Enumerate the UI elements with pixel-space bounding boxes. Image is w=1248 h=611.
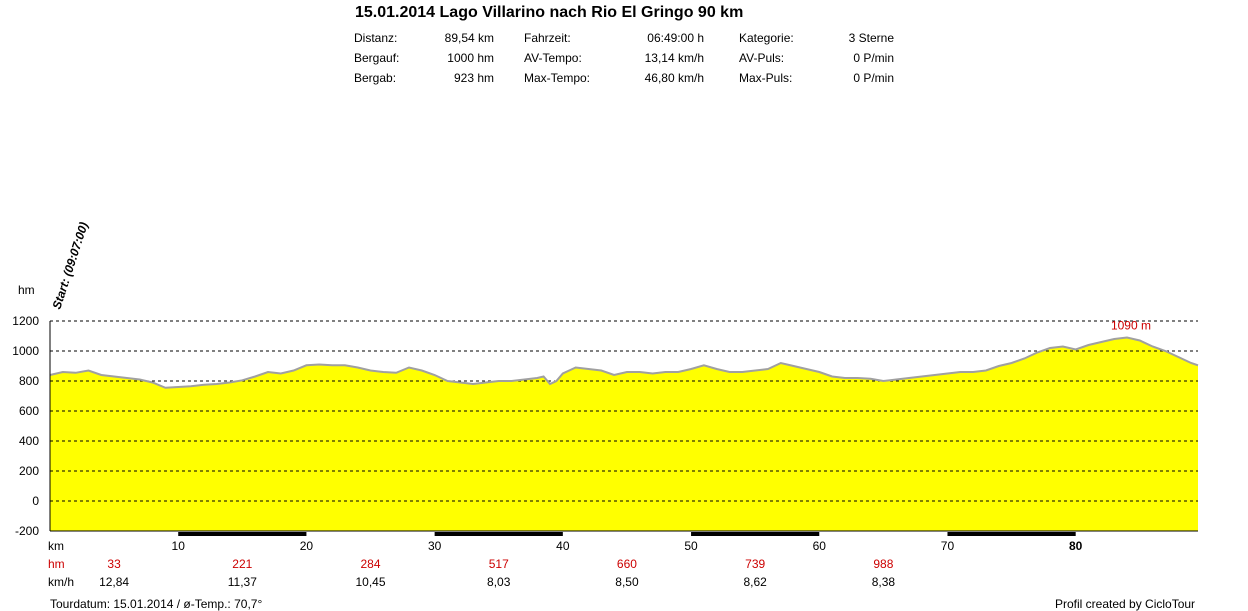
segment-speed: 8,50 (615, 575, 639, 589)
x-tick-label: 60 (813, 539, 827, 553)
x-tick-label: 30 (428, 539, 442, 553)
x-tick-label: 80 (1069, 539, 1083, 553)
stat-value-bergab: 923 hm (453, 71, 494, 85)
segment-speed: 8,03 (487, 575, 511, 589)
elevation-line (49, 336, 1199, 389)
stat-value-av-tempo: 13,14 km/h (644, 51, 704, 65)
stat-value-distanz: 89,54 km (444, 31, 494, 45)
segment-speed: 8,62 (743, 575, 767, 589)
stat-label-bergab: Bergab: (354, 71, 397, 85)
stat-label-fahrzeit: Fahrzeit: (524, 31, 571, 45)
segment-speed: 12,84 (99, 575, 129, 589)
footer-credit: Profil created by CicloTour (1055, 597, 1196, 611)
stat-value-fahrzeit: 06:49:00 h (647, 31, 704, 45)
x-tick-label: 40 (556, 539, 570, 553)
y-tick-label: 400 (19, 434, 39, 448)
footer-tour-info: Tourdatum: 15.01.2014 / ø-Temp.: 70,7° (50, 597, 263, 611)
x-tick-label: 20 (300, 539, 314, 553)
x-tick-label: 10 (172, 539, 186, 553)
elevation-area (50, 337, 1198, 531)
segment-elevation-gain: 221 (232, 557, 252, 571)
segment-elevation-gain: 517 (489, 557, 509, 571)
x-tick-label: 70 (941, 539, 955, 553)
y-tick-label: 0 (32, 494, 39, 508)
x-axis-segment (691, 532, 820, 536)
segment-speed: 11,37 (228, 575, 257, 589)
segment-elevation-gain: 284 (361, 557, 381, 571)
segment-elevation-gain: 660 (617, 557, 637, 571)
segment-speed: 8,38 (872, 575, 896, 589)
segment-elevation-gain: 739 (745, 557, 765, 571)
segment-elevation-gain: 33 (107, 557, 121, 571)
y-axis-label: hm (18, 283, 35, 297)
stat-value-kategorie: 3 Sterne (848, 31, 894, 45)
stat-label-av-puls: AV-Puls: (739, 51, 785, 65)
plot-area: -200 0 200 400 600 800 1000 1200 km 10 20 30 40 50 60 7… (12, 314, 1199, 589)
stat-label-av-tempo: AV-Tempo: (524, 51, 582, 65)
x-axis-label: km (48, 539, 64, 553)
stat-value-av-puls: 0 P/min (853, 51, 894, 65)
max-elevation-label: 1090 m (1111, 319, 1151, 333)
chart-title: 15.01.2014 Lago Villarino nach Rio El Gr… (355, 4, 744, 21)
y-tick-label: 600 (19, 404, 39, 418)
kmh-row-label: km/h (48, 575, 74, 589)
start-annotation: Start: (09:07:00) (50, 220, 91, 311)
y-tick-label: 1200 (12, 314, 39, 328)
stat-value-max-tempo: 46,80 km/h (644, 71, 704, 85)
y-tick-label: 800 (19, 374, 39, 388)
x-axis-segment (947, 532, 1076, 536)
stat-label-bergauf: Bergauf: (354, 51, 400, 65)
stat-label-max-tempo: Max-Tempo: (524, 71, 591, 85)
segment-elevation-gain: 988 (873, 557, 893, 571)
stat-label-max-puls: Max-Puls: (739, 71, 793, 85)
stat-value-bergauf: 1000 hm (447, 51, 494, 65)
stat-label-kategorie: Kategorie: (739, 31, 794, 45)
x-axis-segment (178, 532, 307, 536)
x-axis-segment (434, 532, 563, 536)
y-tick-label: 200 (19, 464, 39, 478)
hm-row-label: hm (48, 557, 65, 571)
x-tick-label: 50 (684, 539, 698, 553)
segment-speed: 10,45 (356, 575, 386, 589)
stat-value-max-puls: 0 P/min (853, 71, 894, 85)
stat-label-distanz: Distanz: (354, 31, 398, 45)
y-tick-label: -200 (15, 524, 39, 538)
y-tick-label: 1000 (12, 344, 39, 358)
